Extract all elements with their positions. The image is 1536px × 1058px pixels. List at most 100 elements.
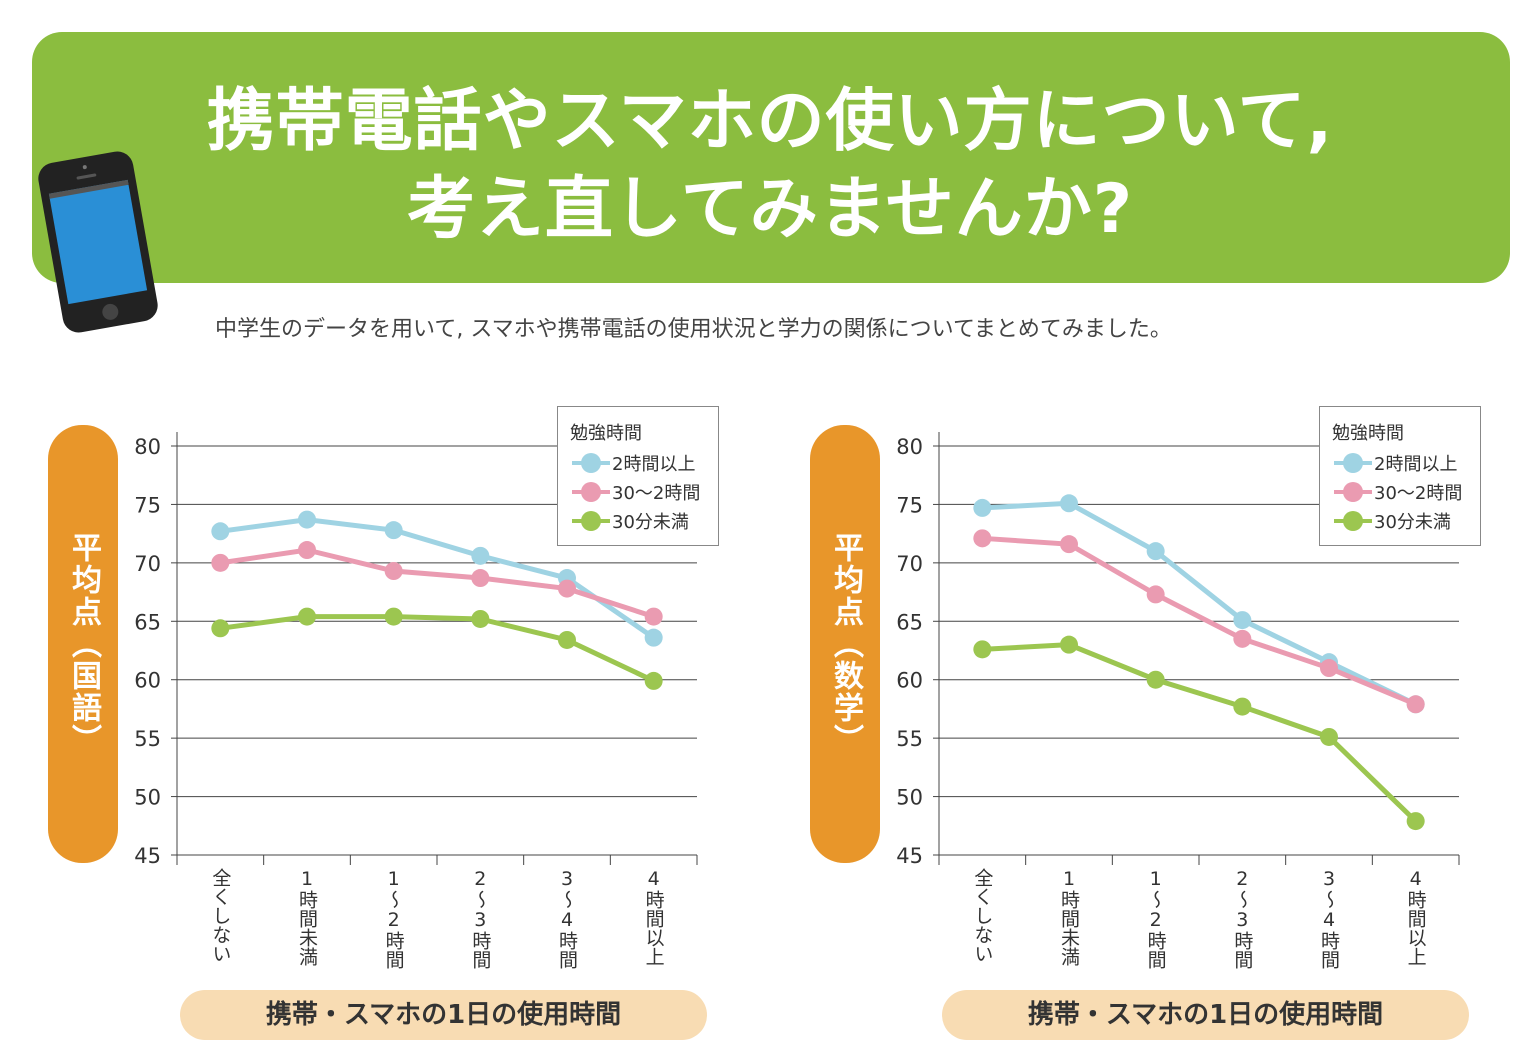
y-tick-label: 45 xyxy=(896,844,923,868)
legend-label: 30分未満 xyxy=(612,512,689,533)
series-line xyxy=(982,642,1418,823)
y-tick-label: 75 xyxy=(896,493,923,517)
smartphone-icon xyxy=(38,151,158,333)
legend-label: 30分未満 xyxy=(1374,512,1451,533)
y-tick-label: 60 xyxy=(134,669,161,693)
y-tick-label: 50 xyxy=(896,786,923,810)
y-axis-label-japanese: 平均点（国語） xyxy=(48,425,118,863)
data-point xyxy=(471,569,490,588)
data-point xyxy=(1233,611,1252,630)
legend-label: 2時間以上 xyxy=(1374,454,1458,475)
legend-swatch xyxy=(572,509,610,533)
data-point xyxy=(1060,494,1078,513)
page-title: 携帯電話やスマホの使い方について, 考え直してみませんか? xyxy=(150,78,1390,254)
data-point xyxy=(298,607,316,626)
data-point xyxy=(211,553,230,572)
data-point xyxy=(471,546,490,565)
x-tick-label: 2〜3時間 xyxy=(1231,868,1254,969)
legend-item: 2時間以上 xyxy=(1334,451,1457,475)
data-point xyxy=(1060,535,1078,554)
data-point xyxy=(973,640,992,659)
x-tick-label: 1〜2時間 xyxy=(1144,868,1167,969)
chart-japanese: 80 75 70 65 60 55 50 45 xyxy=(134,432,698,868)
y-tick-label: 75 xyxy=(134,493,161,517)
data-point xyxy=(384,562,403,581)
subtitle: 中学生のデータを用いて, スマホや携帯電話の使用状況と学力の関係についてまとめて… xyxy=(215,317,1172,342)
data-point xyxy=(1406,695,1425,714)
x-tick-label: 4時間以上 xyxy=(1404,868,1427,966)
data-point xyxy=(1233,697,1252,716)
data-point xyxy=(644,607,663,626)
title-banner xyxy=(32,32,1510,283)
y-tick-label: 55 xyxy=(896,727,923,751)
y-tick-label: 80 xyxy=(134,435,161,459)
legend-title: 勉強時間 xyxy=(570,423,642,444)
legend-label: 2時間以上 xyxy=(612,454,696,475)
y-tick-label: 80 xyxy=(896,435,923,459)
data-point xyxy=(558,579,576,598)
series-line xyxy=(219,547,655,619)
x-axis-label-japanese: 携帯・スマホの1日の使用時間 xyxy=(180,990,707,1040)
x-tick-label: 1〜2時間 xyxy=(382,868,405,969)
series-line xyxy=(982,535,1417,707)
x-tick-label: 全くしない xyxy=(971,868,994,963)
data-point xyxy=(298,541,316,560)
y-tick-label: 70 xyxy=(134,552,161,576)
data-point xyxy=(644,628,663,647)
legend-label: 30〜2時間 xyxy=(612,483,701,504)
data-point xyxy=(384,607,403,626)
x-tick-label: 1時間未満 xyxy=(1058,868,1080,966)
x-tick-label: 3〜4時間 xyxy=(1318,868,1340,969)
data-point xyxy=(1146,670,1165,689)
data-point xyxy=(298,510,316,529)
legend-swatch xyxy=(1334,480,1372,504)
legend-item: 30〜2時間 xyxy=(572,480,700,504)
data-point xyxy=(1320,659,1338,678)
data-point xyxy=(1233,629,1252,648)
chart-math: 80 75 70 65 60 55 50 45 xyxy=(896,432,1460,868)
legend-item: 2時間以上 xyxy=(572,451,695,475)
data-point xyxy=(973,529,992,548)
legend-item: 30〜2時間 xyxy=(1334,480,1462,504)
x-tick-label: 2〜3時間 xyxy=(469,868,492,969)
legend-math: 勉強時間 2時間以上 30〜2時間 30分未満 xyxy=(1319,406,1481,546)
legend-swatch xyxy=(572,480,610,504)
y-tick-label: 55 xyxy=(134,727,161,751)
data-point xyxy=(211,522,230,541)
y-tick-label: 65 xyxy=(896,610,923,634)
legend-japanese: 勉強時間 2時間以上 30〜2時間 30分未満 xyxy=(557,406,719,546)
title-line-1: 携帯電話やスマホの使い方について, xyxy=(206,82,1334,161)
series-line xyxy=(982,500,1417,707)
legend-swatch xyxy=(1334,509,1372,533)
title-line-2: 考え直してみませんか? xyxy=(406,170,1134,249)
legend-item: 30分未満 xyxy=(572,509,689,533)
legend-item: 30分未満 xyxy=(1334,509,1451,533)
data-point xyxy=(384,521,403,540)
legend-label: 30〜2時間 xyxy=(1374,483,1463,504)
x-tick-label: 1時間未満 xyxy=(296,868,318,966)
legend-title: 勉強時間 xyxy=(1332,423,1404,444)
data-point xyxy=(973,498,992,517)
x-tick-label: 4時間以上 xyxy=(642,868,665,966)
data-point xyxy=(1060,635,1078,654)
y-tick-label: 70 xyxy=(896,552,923,576)
legend-swatch xyxy=(572,451,610,475)
series-line xyxy=(219,517,656,640)
y-tick-label: 60 xyxy=(896,669,923,693)
data-point xyxy=(1146,585,1165,604)
y-tick-label: 45 xyxy=(134,844,161,868)
data-point xyxy=(1320,727,1338,746)
y-tick-label: 50 xyxy=(134,786,161,810)
data-point xyxy=(644,671,663,690)
data-point xyxy=(471,609,490,628)
y-axis-label-math: 平均点（数学） xyxy=(810,425,880,863)
series-line xyxy=(219,614,655,684)
y-tick-label: 65 xyxy=(134,610,161,634)
legend-swatch xyxy=(1334,451,1372,475)
x-axis-label-math: 携帯・スマホの1日の使用時間 xyxy=(942,990,1469,1040)
x-tick-label: 3〜4時間 xyxy=(556,868,578,969)
data-point xyxy=(211,619,230,638)
x-tick-label: 全くしない xyxy=(209,868,232,963)
data-point xyxy=(1406,812,1425,831)
data-point xyxy=(1146,542,1165,561)
